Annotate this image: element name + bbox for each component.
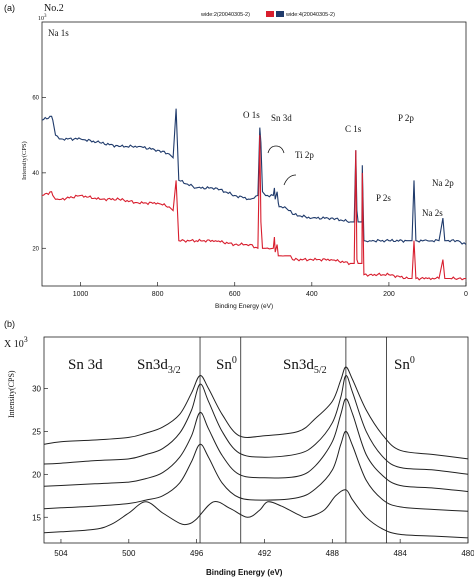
panel-a-x-axis-label: Binding Energy (eV) xyxy=(215,303,273,310)
panel-b-series-line-2 xyxy=(43,375,469,475)
peak-label-o-1s: O 1s xyxy=(243,110,260,120)
peak-label-p-2p: P 2p xyxy=(398,113,414,123)
panel-a-y-tick-label: 20 xyxy=(32,246,39,252)
panel-b-x-tick-label: 484 xyxy=(393,549,407,558)
ti-2p-bracket xyxy=(283,174,297,186)
panel-b-plot-frame xyxy=(43,336,469,544)
panel-a-label: (a) xyxy=(4,3,15,13)
panel-b-series-line-1 xyxy=(43,366,469,460)
peak-label-na-1s: Na 1s xyxy=(48,28,69,38)
panel-b: (b) X 103 504 500 496 492 488 484 48015202530 … xyxy=(4,319,474,577)
panel-b-y-axis-label: Intensity(CPS) xyxy=(7,370,16,418)
panel-b-x-tick-label: 488 xyxy=(326,549,340,558)
peak-label-sn-3d: Sn 3d xyxy=(271,113,292,123)
region-label-sn3d-5-2: Sn3d5/2 xyxy=(283,357,327,376)
panel-b-y-tick-label: 30 xyxy=(32,385,41,394)
panel-a-y-tick-label: 40 xyxy=(32,171,39,177)
region-label-sn0-left: Sn0 xyxy=(216,355,237,373)
panel-b-series-line-5 xyxy=(43,489,469,539)
legend-entry-wide2-swatch xyxy=(266,11,274,17)
panel-a-series-line-1 xyxy=(41,108,467,245)
panel-a-plot-frame xyxy=(41,21,467,287)
peak-label-ti-2p: Ti 2p xyxy=(295,150,314,160)
region-label-sn0-right: Sn0 xyxy=(394,355,415,373)
panel-a-series-line-2 xyxy=(41,135,467,281)
panel-a-y-multiplier: 103 xyxy=(38,14,47,22)
panel-a-x-tick-label: 200 xyxy=(383,291,395,298)
panel-b-x-axis-label: Binding Energy (eV) xyxy=(206,568,283,577)
panel-b-series xyxy=(43,366,469,539)
panel-a-x-tick-label: 800 xyxy=(152,291,164,298)
panel-a-x-tick-label: 0 xyxy=(464,291,468,298)
panel-a-x-tick-label: 1000 xyxy=(73,291,89,298)
panel-b-y-tick-label: 25 xyxy=(32,427,41,436)
region-label-sn3d-3-2: Sn3d3/2 xyxy=(137,357,181,376)
panel-b-series-line-3 xyxy=(43,398,469,492)
panel-a-x-tick-label: 600 xyxy=(229,291,241,298)
legend-entry-wide2-label: wide:2(20040305-2) xyxy=(200,12,250,18)
panel-a-y-tick-label: 60 xyxy=(32,95,39,101)
panel-b-y-tick-label: 20 xyxy=(32,470,41,479)
peak-label-na-2s: Na 2s xyxy=(422,208,443,218)
panel-b-x-tick-label: 504 xyxy=(54,549,68,558)
panel-a-y-axis-label: Intensity(CPS) xyxy=(21,141,28,180)
panel-a-series xyxy=(41,108,467,281)
peak-label-na-2p: Na 2p xyxy=(432,178,454,188)
panel-b-x-tick-label: 496 xyxy=(190,549,204,558)
peak-label-p-2s: P 2s xyxy=(376,193,391,203)
panel-b-y-multiplier: X 103 xyxy=(4,335,28,350)
panel-b-series-line-4 xyxy=(43,430,469,512)
peak-label-c-1s: C 1s xyxy=(345,124,362,134)
panel-b-label: (b) xyxy=(4,319,15,329)
panel-a-axis-ticks: 1000 800 600 400 200 0 20 40 60 xyxy=(32,95,468,298)
region-label-sn-3d: Sn 3d xyxy=(68,357,103,373)
legend-entry-wide4-swatch xyxy=(276,11,284,17)
panel-a-x-tick-label: 400 xyxy=(306,291,318,298)
panel-b-axis-ticks: 504 500 496 492 488 484 480 15 20 25 30 xyxy=(32,385,474,559)
panel-a-legend: wide:2(20040305-2) wide:4(20040305-2) xyxy=(200,11,335,18)
panel-a: (a) No.2 103 wide:2(20040305-2) wide:4(2… xyxy=(4,3,468,310)
panel-b-x-tick-label: 500 xyxy=(122,549,136,558)
sn-3d-bracket xyxy=(267,145,285,154)
panel-b-x-tick-label: 480 xyxy=(461,549,474,558)
legend-entry-wide4-label: wide:4(20040305-2) xyxy=(285,12,335,18)
panel-b-x-tick-label: 492 xyxy=(258,549,272,558)
panel-b-y-tick-label: 15 xyxy=(32,513,41,522)
panel-a-sample-label: No.2 xyxy=(44,3,64,14)
